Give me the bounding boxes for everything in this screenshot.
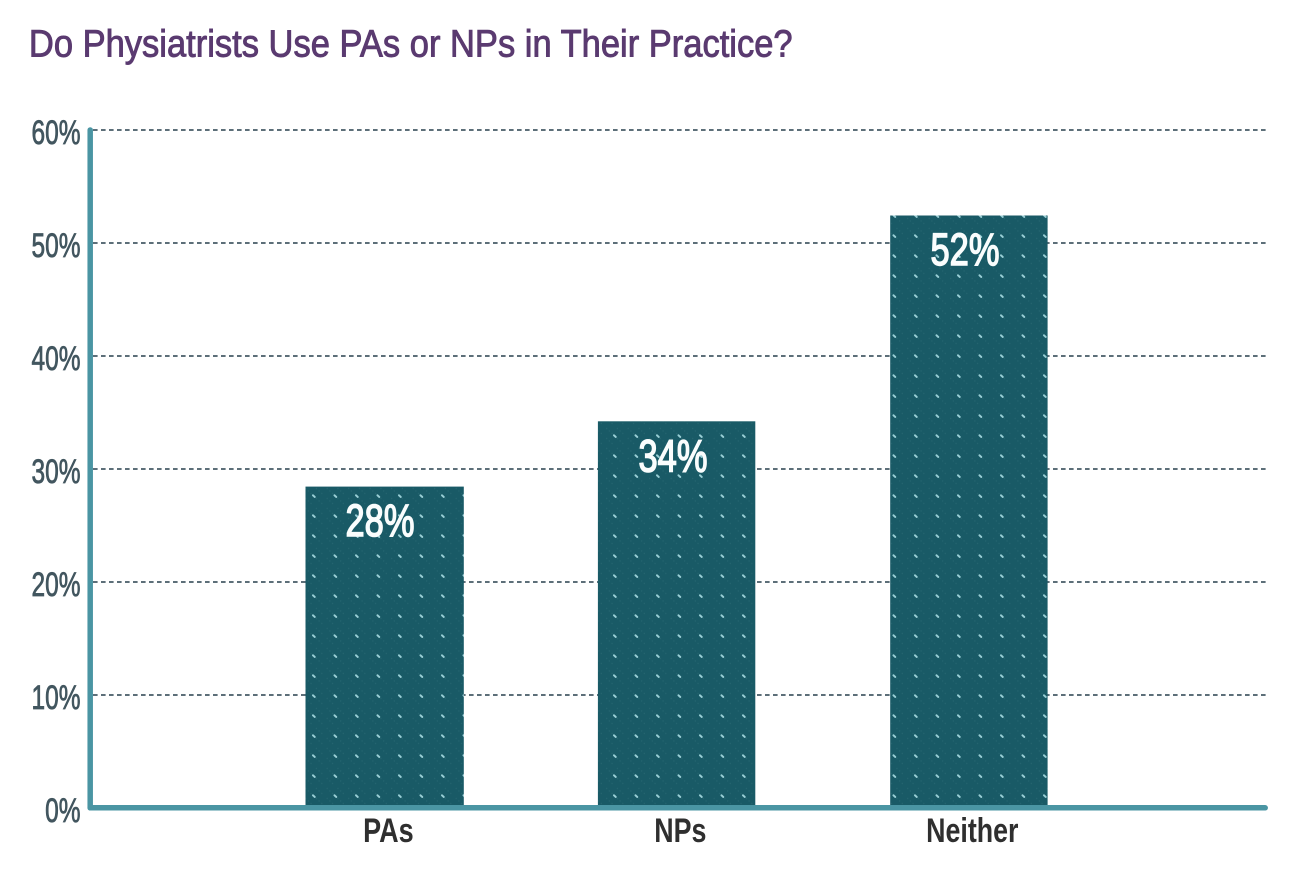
svg-text:34%: 34% [639, 432, 708, 481]
svg-text:10%: 10% [32, 679, 81, 717]
svg-text:50%: 50% [32, 227, 81, 265]
svg-text:Neither: Neither [926, 812, 1018, 850]
svg-text:52%: 52% [931, 226, 1000, 275]
svg-text:60%: 60% [32, 114, 81, 152]
svg-text:20%: 20% [32, 566, 81, 604]
svg-text:NPs: NPs [654, 812, 706, 850]
svg-text:40%: 40% [32, 340, 81, 378]
svg-text:PAs: PAs [363, 811, 414, 850]
svg-text:30%: 30% [32, 453, 81, 491]
svg-text:Do Physiatrists Use PAs or NPs: Do Physiatrists Use PAs or NPs in Their … [29, 22, 793, 65]
svg-text:0%: 0% [45, 792, 80, 830]
svg-text:28%: 28% [346, 497, 415, 546]
